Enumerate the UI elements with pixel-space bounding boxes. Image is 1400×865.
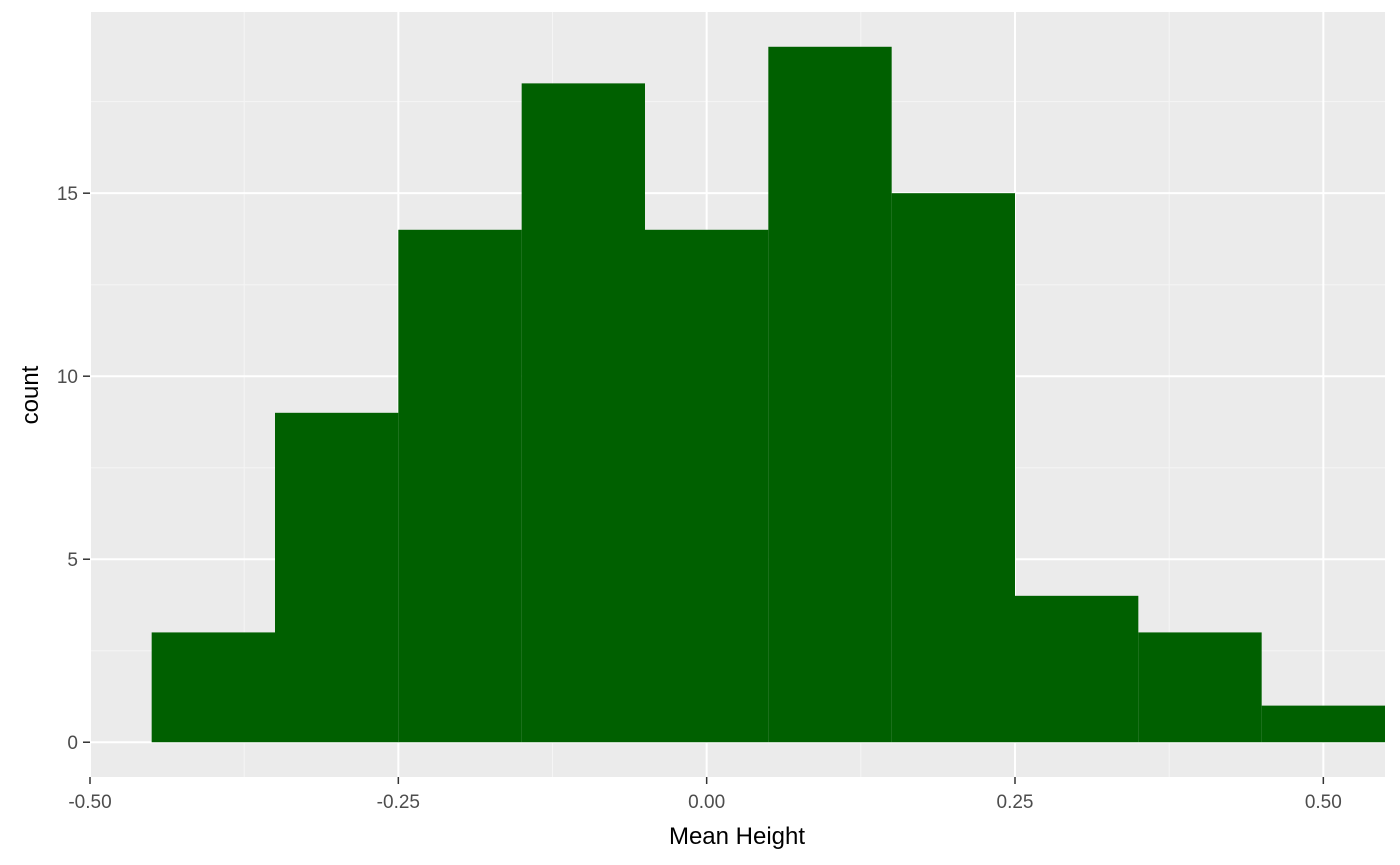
x-axis-title: Mean Height (669, 823, 805, 850)
x-tick-label: -0.25 (377, 792, 420, 813)
y-tick-label: 0 (67, 733, 78, 754)
y-tick-label: 15 (57, 184, 78, 205)
histogram-bar (1138, 632, 1262, 743)
histogram-bar (768, 46, 892, 743)
histogram-bar (645, 229, 769, 743)
histogram-bar (891, 193, 1015, 743)
histogram-bar (151, 632, 275, 743)
y-tick-label: 5 (67, 550, 78, 571)
y-axis-title: count (17, 365, 44, 424)
x-tick-label: 0.25 (997, 792, 1034, 813)
y-axis-ticks: 0 5 10 15 (57, 184, 90, 754)
x-tick-label: -0.50 (68, 792, 111, 813)
x-axis-ticks: -0.50 -0.25 0.00 0.25 0.50 (68, 777, 1342, 813)
y-tick-label: 10 (57, 367, 78, 388)
histogram-bar (1015, 595, 1139, 743)
histogram-bar (275, 412, 399, 743)
x-tick-label: 0.00 (688, 792, 725, 813)
histogram-bar (521, 83, 645, 743)
histogram-bars (151, 46, 1385, 743)
histogram-bar (1261, 705, 1385, 743)
histogram-bar (398, 229, 522, 743)
x-tick-label: 0.50 (1305, 792, 1342, 813)
